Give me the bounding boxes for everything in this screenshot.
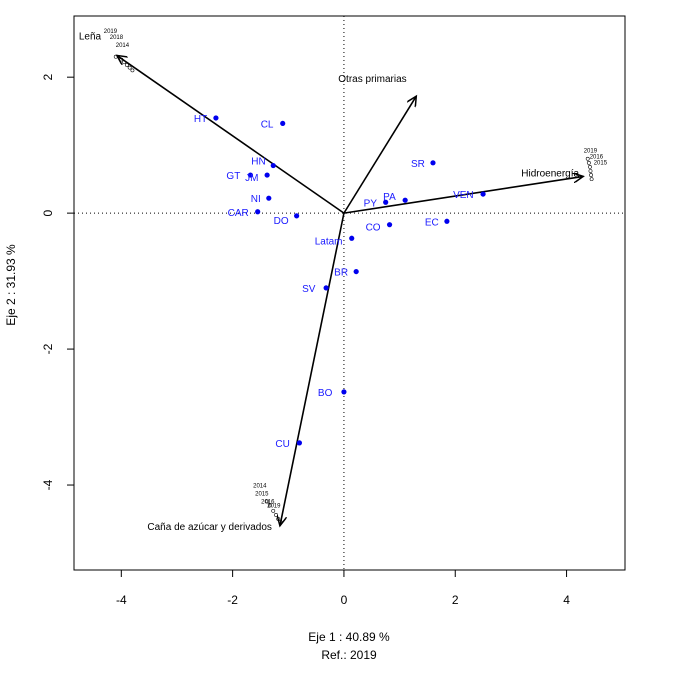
trajectory-point	[119, 57, 124, 62]
x-axis-title: Eje 1 : 40.89 %	[308, 630, 390, 644]
vector-label: Leña	[79, 31, 102, 42]
point-label: Latam	[315, 236, 343, 247]
vector-arrow	[343, 96, 416, 214]
y-tick-label: -4	[41, 479, 55, 490]
data-point	[294, 213, 300, 219]
point-label: VEN	[453, 190, 474, 201]
data-point	[402, 197, 408, 203]
trajectory-point	[589, 177, 594, 182]
vector-label: Caña de azúcar y derivados	[147, 522, 272, 533]
trajectory-point	[588, 169, 593, 173]
data-point	[349, 235, 355, 241]
plot-area	[73, 15, 626, 571]
point-label: PA	[383, 192, 396, 203]
trajectory-year-label: 2015	[594, 161, 608, 167]
x-tick-label: -2	[227, 593, 238, 607]
trajectory-point	[130, 68, 135, 73]
x-tick-label: 4	[563, 593, 570, 607]
point-label: CAR	[228, 208, 249, 219]
point-label: PY	[364, 198, 378, 209]
trajectory-year-label: 2016	[261, 499, 275, 505]
trajectory-point	[122, 60, 126, 65]
data-point	[444, 218, 450, 224]
data-point	[323, 285, 329, 291]
data-point	[386, 222, 393, 228]
data-point	[266, 195, 272, 201]
point-label: SV	[302, 284, 316, 295]
trajectory-point	[124, 63, 129, 67]
point-label: BR	[334, 268, 348, 279]
point-label: HN	[251, 157, 265, 168]
point-label: NI	[251, 194, 261, 205]
trajectory-year-label: 2019	[267, 503, 281, 509]
trajectory-point	[268, 503, 272, 508]
data-point	[383, 199, 389, 205]
trajectory-point	[271, 508, 276, 513]
vector-arrow	[117, 55, 345, 214]
data-point	[280, 120, 286, 127]
axes: -4 -2 0 2 4 -4 -2 0 2	[41, 74, 570, 607]
vector-label: Otras primarias	[338, 74, 406, 85]
trajectory-point	[274, 513, 278, 517]
point-label: GT	[226, 171, 240, 182]
x-tick-label: -4	[116, 593, 127, 607]
data-point	[430, 160, 436, 166]
y-tick-label: 2	[41, 74, 55, 81]
y-tick-label: 0	[41, 209, 55, 216]
x-tick-label: 0	[341, 593, 348, 607]
data-point	[341, 389, 347, 395]
reference-lines	[74, 16, 625, 570]
trajectory-year-label: 2015	[255, 491, 269, 497]
data-point	[353, 268, 359, 275]
trajectory-year-label: 2019	[584, 149, 598, 155]
data-point	[296, 440, 303, 446]
vector-arrow	[280, 212, 345, 526]
data-point	[255, 209, 261, 215]
trajectory-point	[278, 519, 283, 524]
trajectory-point	[589, 173, 593, 177]
point-label: SR	[411, 159, 425, 170]
point-label: JM	[245, 173, 258, 184]
data-point	[480, 191, 486, 197]
trajectory-year-label: 2014	[253, 483, 267, 489]
point-label: CU	[275, 439, 289, 450]
data-point	[247, 172, 254, 178]
y-tick-label: -2	[41, 343, 55, 354]
data-point	[213, 115, 219, 121]
trajectory-point	[588, 165, 592, 169]
trajectory-year-label: 2018	[110, 35, 124, 41]
trajectory-year-label: 2016	[590, 155, 604, 161]
point-label: CL	[261, 119, 274, 130]
trajectory-point	[586, 160, 591, 165]
vector-label: Hidroenergía	[521, 168, 579, 179]
trajectory-point	[276, 517, 281, 521]
data-point	[270, 162, 276, 169]
trajectory-point	[127, 65, 132, 70]
point-label: EC	[425, 217, 439, 228]
chart-subtitle: Ref.: 2019	[321, 648, 377, 662]
trajectory-point	[113, 54, 118, 59]
trajectory-point	[265, 499, 270, 504]
trajectory-point	[585, 156, 590, 161]
point-label: HT	[194, 114, 207, 125]
point-label: BO	[318, 388, 333, 399]
y-axis-title: Eje 2 : 31.93 %	[4, 244, 18, 326]
loading-vectors: Leña Otras primarias Hidroenergía Caña de a…	[79, 31, 583, 533]
x-tick-label: 2	[452, 593, 459, 607]
trajectory-year-label: 2019	[104, 29, 118, 35]
point-label: CO	[366, 223, 381, 234]
plot-frame	[73, 15, 626, 571]
point-label: DO	[274, 216, 289, 227]
vector-arrow	[343, 176, 583, 214]
trajectory-year-label: 2014	[116, 43, 130, 49]
data-point	[264, 172, 270, 178]
